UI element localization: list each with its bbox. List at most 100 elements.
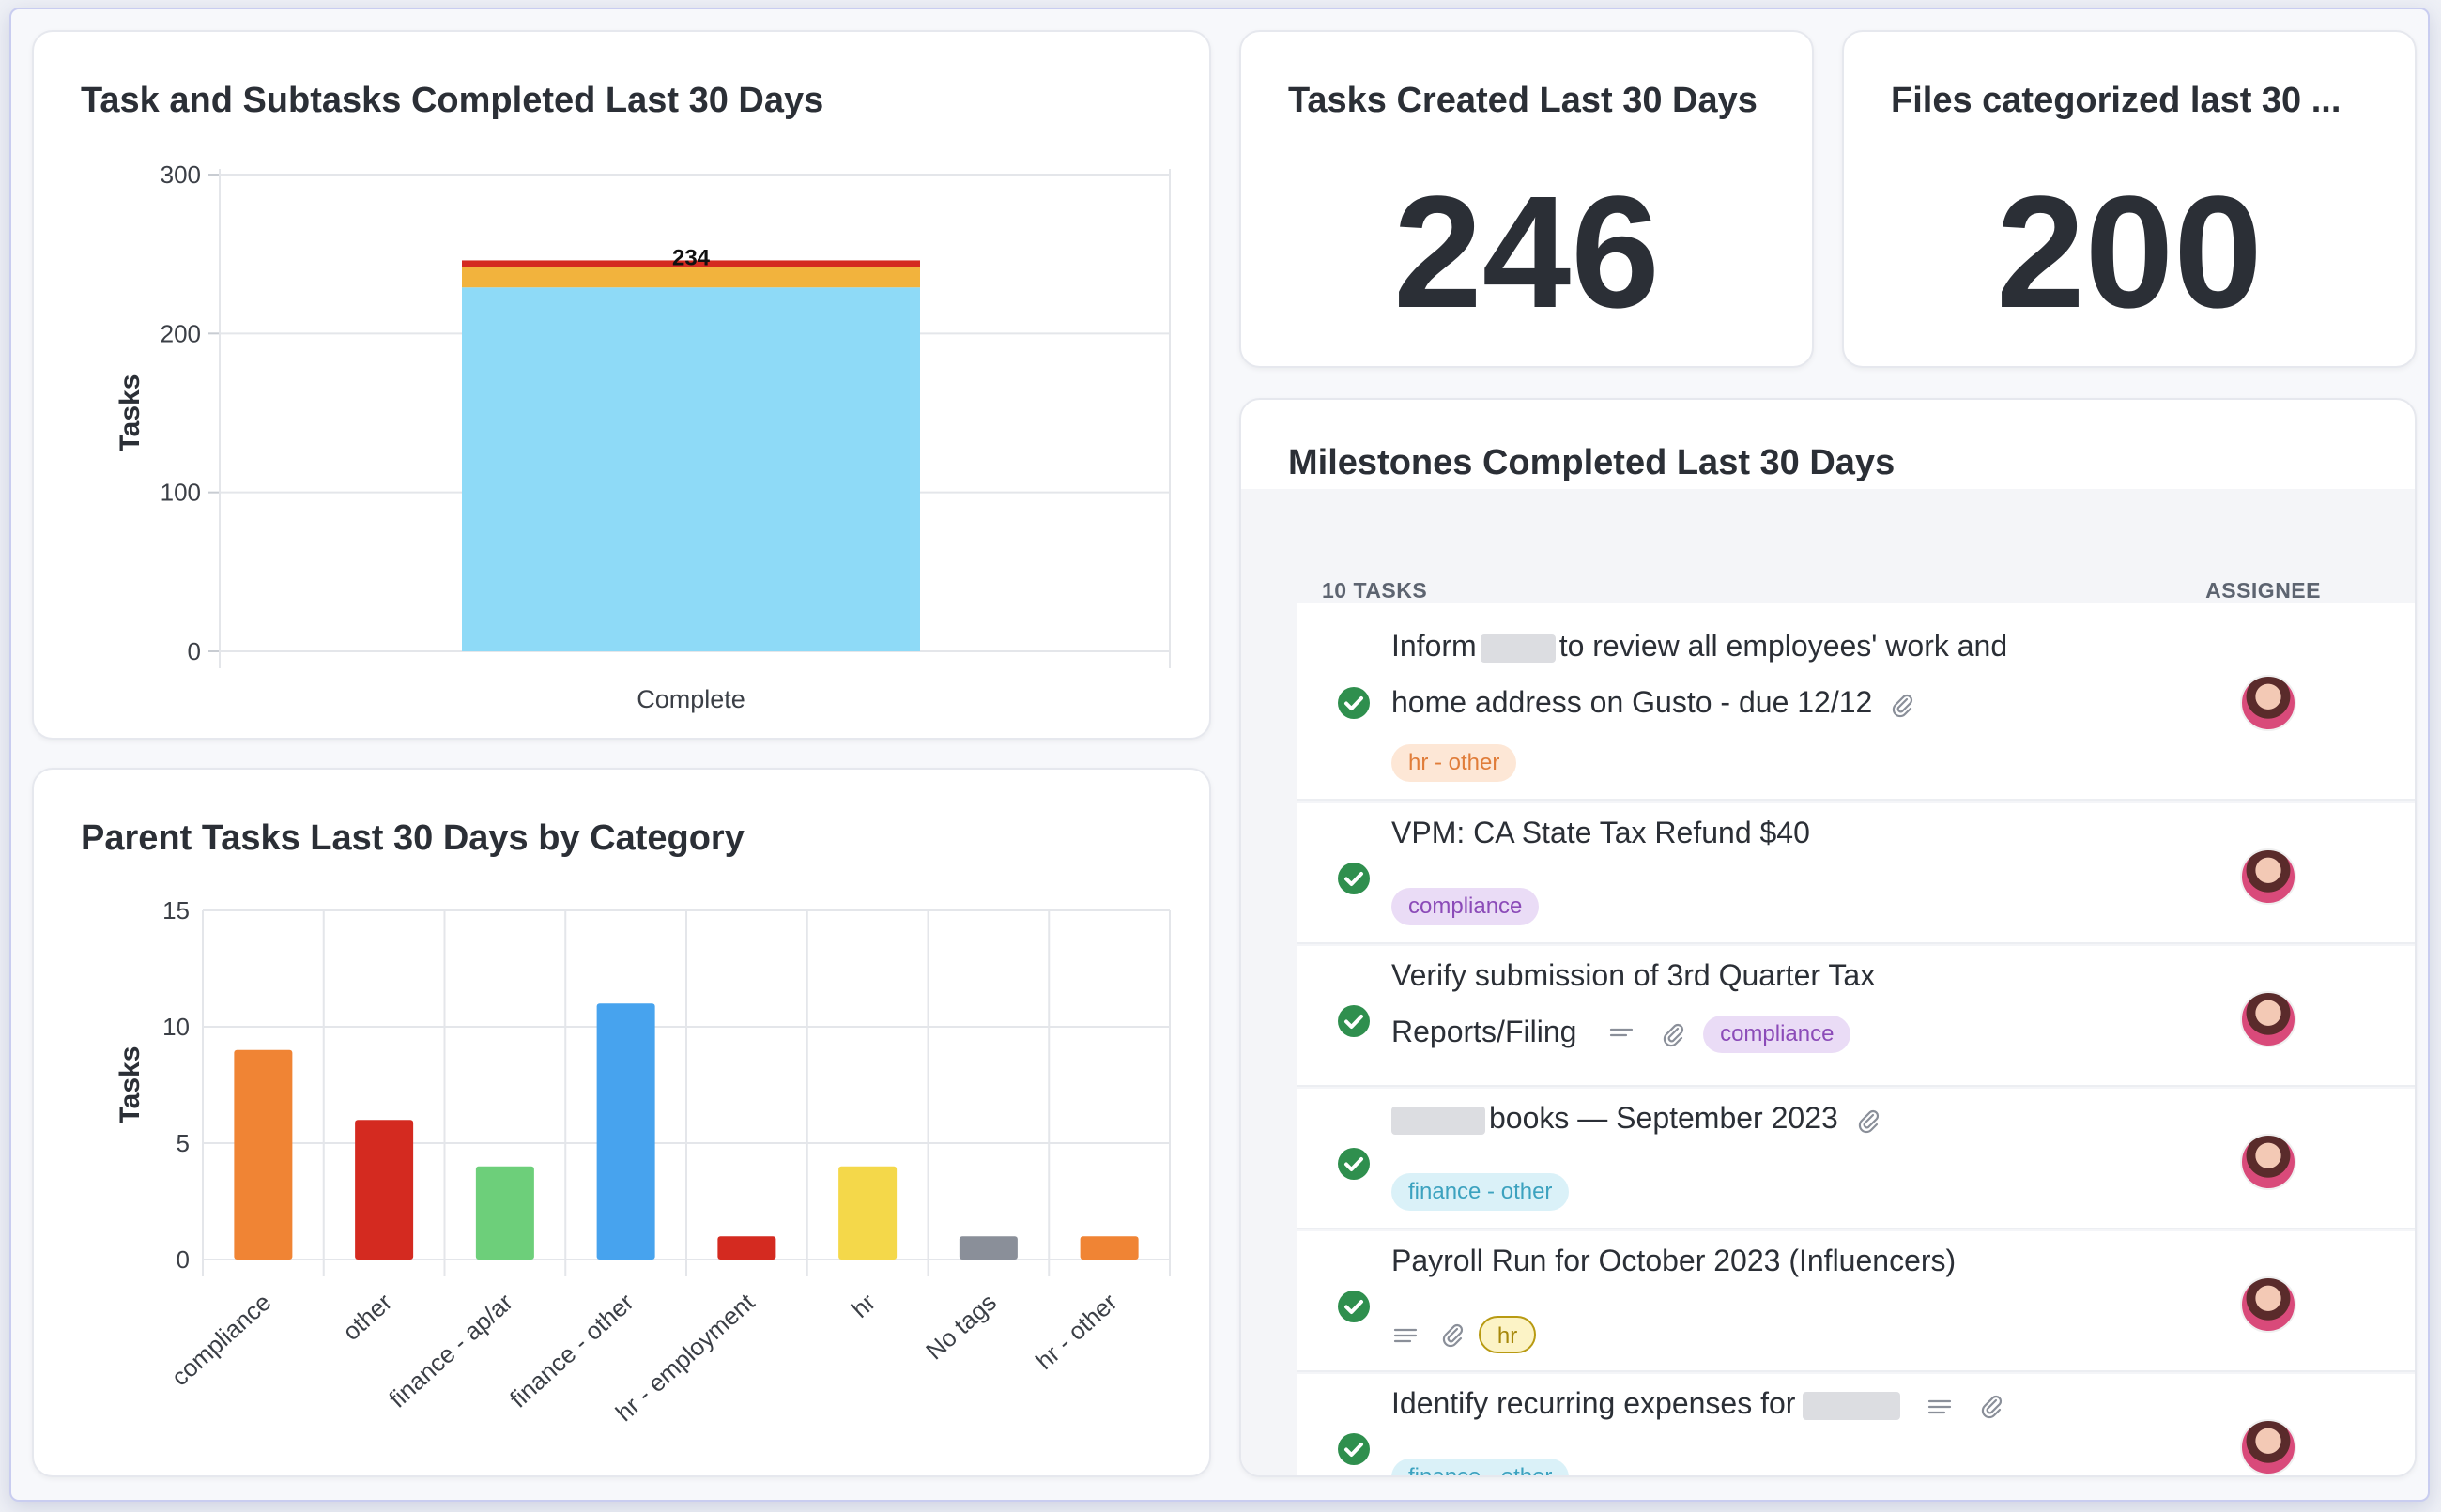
attachment-icon xyxy=(1858,1109,1879,1133)
x-category-label: finance - other xyxy=(504,1288,639,1413)
tag-hr[interactable]: hr xyxy=(1478,1316,1537,1353)
dashboard-window: Task and Subtasks Completed Last 30 Days… xyxy=(9,8,2430,1502)
task-title[interactable]: Identify recurring expenses for xyxy=(1391,1374,2013,1432)
milestones-title: Milestones Completed Last 30 Days xyxy=(1288,443,1896,482)
completed-tasks-card: Task and Subtasks Completed Last 30 Days… xyxy=(32,30,1211,740)
milestones-list: Inform to review all employees' work and … xyxy=(1297,603,2415,1475)
attachment-icon xyxy=(1664,1023,1684,1046)
task-title-end: to review all employees' work and xyxy=(1558,629,2008,663)
attachment-icon xyxy=(1982,1395,2003,1418)
tag-container: hr xyxy=(1391,1316,1537,1353)
category-bar xyxy=(475,1166,534,1260)
x-category-label: finance - ap/ar xyxy=(383,1288,518,1413)
task-title-start: Inform xyxy=(1391,629,1477,663)
task-title[interactable]: Inform to review all employees' work and xyxy=(1391,617,2007,675)
tag-finance-other[interactable]: finance - other xyxy=(1391,1173,1570,1211)
tag-container: compliance xyxy=(1391,888,1540,925)
task-title-start: Identify recurring expenses for xyxy=(1391,1386,1796,1420)
category-bar xyxy=(959,1236,1018,1260)
attachment-icon xyxy=(1443,1323,1464,1348)
tag-compliance[interactable]: compliance xyxy=(1391,888,1540,925)
assignee-avatar[interactable] xyxy=(2240,991,2296,1047)
x-category-label: Complete xyxy=(637,685,745,713)
tag-hr-other[interactable]: hr - other xyxy=(1391,744,1517,782)
tasks-created-card: Tasks Created Last 30 Days 246 xyxy=(1239,30,1814,368)
category-bar xyxy=(1080,1236,1139,1260)
y-tick-label: 0 xyxy=(177,1245,190,1274)
milestones-card: Milestones Completed Last 30 Days 10 TAS… xyxy=(1239,398,2417,1477)
files-categorized-title: Files categorized last 30 ... xyxy=(1891,81,2341,120)
x-category-label: hr - other xyxy=(1030,1288,1123,1375)
y-tick-label: 15 xyxy=(162,896,190,924)
files-categorized-value: 200 xyxy=(1996,163,2263,342)
category-tasks-card: Parent Tasks Last 30 Days by Category 0 5… xyxy=(32,768,1211,1477)
redacted-name xyxy=(1391,1106,1485,1135)
tag-container: hr - other xyxy=(1391,744,1517,782)
list-item[interactable]: Identify recurring expenses for finance … xyxy=(1297,1374,2415,1475)
assignee-header[interactable]: ASSIGNEE xyxy=(2205,578,2321,603)
assignee-avatar[interactable] xyxy=(2240,848,2296,905)
tasks-created-value: 246 xyxy=(1393,163,1660,342)
check-circle-icon[interactable] xyxy=(1337,686,1371,720)
y-tick-label: 200 xyxy=(161,319,201,347)
tag-container: finance - other xyxy=(1391,1459,1570,1475)
task-title-line2[interactable]: Reports/Filing compliance xyxy=(1391,1002,1851,1061)
y-tick-label: 100 xyxy=(161,479,201,507)
task-title[interactable]: books — September 2023 xyxy=(1391,1089,1890,1147)
y-tick-label: 5 xyxy=(177,1129,190,1157)
category-bar xyxy=(596,1003,655,1260)
category-bar xyxy=(355,1120,414,1260)
description-icon xyxy=(1393,1328,1418,1343)
category-bar xyxy=(717,1236,776,1260)
category-tasks-title: Parent Tasks Last 30 Days by Category xyxy=(81,818,745,858)
y-axis-label: Tasks xyxy=(115,1046,146,1124)
y-tick-label: 0 xyxy=(188,637,201,665)
task-title[interactable]: Verify submission of 3rd Quarter Tax xyxy=(1391,958,1876,992)
task-title[interactable]: VPM: CA State Tax Refund $40 xyxy=(1391,816,1810,849)
assignee-avatar[interactable] xyxy=(2240,1134,2296,1190)
bar-segment xyxy=(462,260,920,267)
x-category-label: compliance xyxy=(166,1288,277,1391)
x-category-label: other xyxy=(337,1288,397,1346)
bar-total-label: 234 xyxy=(672,245,711,270)
assignee-avatar[interactable] xyxy=(2240,1419,2296,1475)
list-item[interactable]: books — September 2023 finance - other xyxy=(1297,1089,2415,1229)
bar-segment xyxy=(462,267,920,288)
check-circle-icon[interactable] xyxy=(1337,1147,1371,1181)
redacted-name xyxy=(1803,1391,1901,1420)
files-categorized-card: Files categorized last 30 ... 200 xyxy=(1842,30,2417,368)
task-title-line2[interactable]: home address on Gusto - due 12/12 xyxy=(1391,673,1924,731)
task-title-continuation: home address on Gusto - due 12/12 xyxy=(1391,685,1873,719)
description-icon xyxy=(1610,1028,1634,1036)
attachment-icon xyxy=(1893,694,1913,717)
category-bar xyxy=(838,1166,898,1260)
completed-tasks-chart: 0 100 200 300 Tasks 234 Complete xyxy=(115,160,1171,713)
description-icon xyxy=(1928,1399,1952,1413)
check-circle-icon[interactable] xyxy=(1337,1432,1371,1466)
task-count-header: 10 TASKS xyxy=(1322,578,1428,603)
tag-finance-other[interactable]: finance - other xyxy=(1391,1459,1570,1475)
tag-compliance[interactable]: compliance xyxy=(1703,1015,1851,1053)
y-axis-label: Tasks xyxy=(115,374,146,452)
list-item[interactable]: Inform to review all employees' work and … xyxy=(1297,603,2415,801)
check-circle-icon[interactable] xyxy=(1337,1290,1371,1323)
list-item[interactable]: Verify submission of 3rd Quarter Tax Rep… xyxy=(1297,946,2415,1087)
redacted-name xyxy=(1480,634,1556,663)
assignee-avatar[interactable] xyxy=(2240,675,2296,731)
list-item[interactable]: VPM: CA State Tax Refund $40 compliance xyxy=(1297,803,2415,944)
y-tick-label: 300 xyxy=(161,160,201,189)
tasks-created-title: Tasks Created Last 30 Days xyxy=(1288,81,1758,120)
x-category-label: hr xyxy=(846,1288,882,1323)
task-title-end: books — September 2023 xyxy=(1489,1101,1838,1135)
check-circle-icon[interactable] xyxy=(1337,862,1371,895)
y-tick-label: 10 xyxy=(162,1013,190,1041)
assignee-avatar[interactable] xyxy=(2240,1276,2296,1333)
category-bar xyxy=(234,1049,293,1260)
task-title[interactable]: Payroll Run for October 2023 (Influencer… xyxy=(1391,1244,1957,1277)
x-category-label: No tags xyxy=(920,1288,1002,1365)
completed-tasks-title: Task and Subtasks Completed Last 30 Days xyxy=(81,81,824,120)
task-title-continuation: Reports/Filing xyxy=(1391,1015,1577,1048)
check-circle-icon[interactable] xyxy=(1337,1004,1371,1038)
list-item[interactable]: Payroll Run for October 2023 (Influencer… xyxy=(1297,1231,2415,1372)
